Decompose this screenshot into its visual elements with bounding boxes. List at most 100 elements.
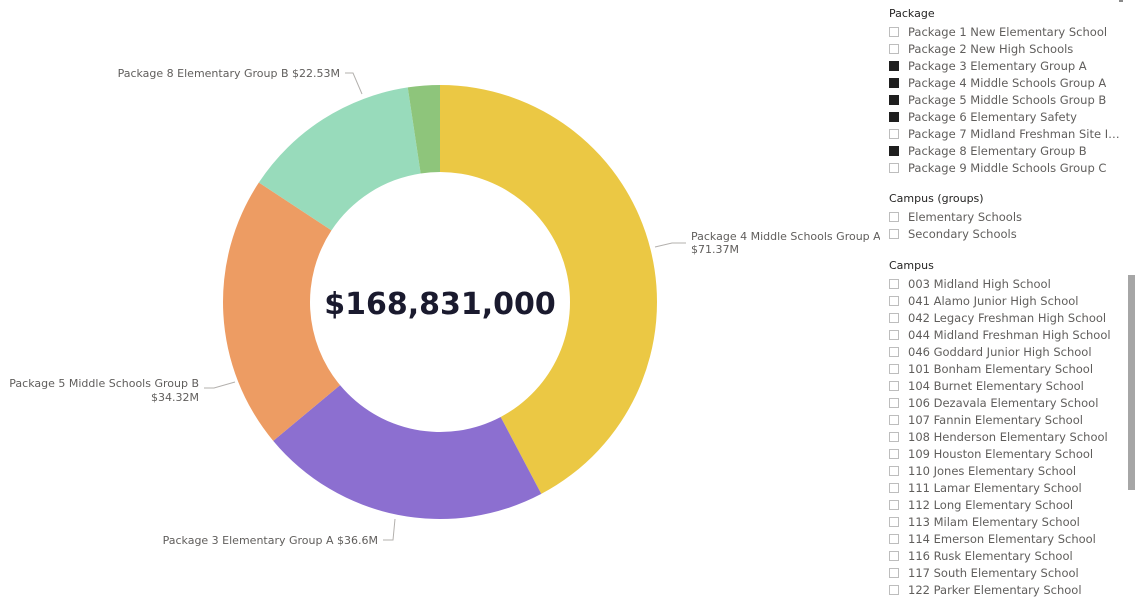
campus-scrollbar-thumb[interactable] [1128, 275, 1135, 490]
campus-slicer-list: 003 Midland High School 041 Alamo Junior … [889, 275, 1129, 608]
checkbox[interactable] [889, 346, 899, 357]
checkbox[interactable] [889, 482, 899, 493]
slicer-item-label: Package 9 Middle Schools Group C [908, 160, 1107, 175]
campus-slicer-item[interactable]: 110 Jones Elementary School [889, 462, 1129, 479]
checkbox[interactable] [889, 550, 899, 561]
checkbox[interactable] [889, 278, 899, 289]
slicer-item-label: 113 Milam Elementary School [908, 514, 1080, 529]
campus-slicer-item[interactable]: 113 Milam Elementary School [889, 513, 1129, 530]
checkbox[interactable] [889, 60, 899, 71]
campus-slicer-item[interactable]: 106 Dezavala Elementary School [889, 394, 1129, 411]
package-slicer-item[interactable]: Package 1 New Elementary School [889, 23, 1129, 40]
donut-slice-package-6-elementary-safety[interactable] [407, 85, 440, 174]
slicer-item-label: 046 Goddard Junior High School [908, 344, 1092, 359]
slicer-item-label: Elementary Schools [908, 209, 1023, 224]
checkbox[interactable] [889, 312, 899, 323]
campus-slicer-item[interactable]: 107 Fannin Elementary School [889, 411, 1129, 428]
callout-package-3: Package 3 Elementary Group A $36.6M [163, 534, 378, 547]
checkbox[interactable] [889, 363, 899, 374]
checkbox[interactable] [889, 431, 899, 442]
checkbox[interactable] [889, 43, 899, 54]
callout-name-package-4: Package 4 Middle Schools Group A [691, 230, 880, 243]
checkbox[interactable] [889, 211, 899, 222]
slicer-item-label: 107 Fannin Elementary School [908, 412, 1083, 427]
callout-line-package-8 [345, 72, 363, 95]
slicer-item-label: 111 Lamar Elementary School [908, 480, 1082, 495]
checkbox[interactable] [889, 111, 899, 122]
package-slicer-item[interactable]: Package 3 Elementary Group A [889, 57, 1129, 74]
callouts-layer: Package 4 Middle Schools Group A $71.37M… [9, 67, 880, 547]
checkbox[interactable] [889, 516, 899, 527]
donut-slice-package-8-elementary-group-b[interactable] [258, 87, 421, 231]
checkbox[interactable] [889, 567, 899, 578]
donut-slice-package-3-elementary-group-a[interactable] [273, 385, 542, 519]
package-slicer-item[interactable]: Package 5 Middle Schools Group B [889, 91, 1129, 108]
checkbox[interactable] [889, 162, 899, 173]
campus-slicer-item[interactable]: 101 Bonham Elementary School [889, 360, 1129, 377]
donut-chart: Package 4 Middle Schools Group A $71.37M… [9, 67, 880, 547]
package-slicer-item[interactable]: Package 6 Elementary Safety [889, 108, 1129, 125]
callout-line-package-3 [383, 518, 396, 541]
campus-groups-slicer-item[interactable]: Elementary Schools [889, 208, 1129, 225]
campus-slicer-item[interactable]: 114 Emerson Elementary School [889, 530, 1129, 547]
callout-value-package-4: $71.37M [691, 243, 739, 256]
package-slicer-item[interactable]: Package 2 New High Schools [889, 40, 1129, 57]
campus-slicer-item[interactable]: 108 Henderson Elementary School [889, 428, 1129, 445]
checkbox[interactable] [889, 329, 899, 340]
slicer-item-label: Secondary Schools [908, 226, 1017, 241]
checkbox[interactable] [889, 145, 899, 156]
slicer-item-label: 116 Rusk Elementary School [908, 548, 1073, 563]
campus-slicer: Campus 003 Midland High School 041 Alamo … [889, 257, 1129, 608]
slicer-item-label: 104 Burnet Elementary School [908, 378, 1084, 393]
campus-groups-slicer-item[interactable]: Secondary Schools [889, 225, 1129, 242]
campus-slicer-item[interactable]: 046 Goddard Junior High School [889, 343, 1129, 360]
checkbox[interactable] [889, 26, 899, 37]
campus-slicer-item[interactable]: 116 Rusk Elementary School [889, 547, 1129, 564]
slicer-item-label: 044 Midland Freshman High School [908, 327, 1111, 342]
package-slicer-item[interactable]: Package 8 Elementary Group B [889, 142, 1129, 159]
slicer-item-label: Package 1 New Elementary School [908, 24, 1108, 39]
slicer-item-label: Package 8 Elementary Group B [908, 143, 1087, 158]
donut-slice-package-5-middle-schools-group-b[interactable] [223, 182, 341, 441]
donut-slice-package-4-middle-schools-group-a[interactable] [440, 85, 657, 494]
checkbox[interactable] [889, 397, 899, 408]
campus-slicer-item[interactable]: 104 Burnet Elementary School [889, 377, 1129, 394]
campus-slicer-item[interactable]: 109 Houston Elementary School [889, 445, 1129, 462]
campus-slicer-item[interactable]: 044 Midland Freshman High School [889, 326, 1129, 343]
checkbox[interactable] [889, 94, 899, 105]
package-slicer-item[interactable]: Package 9 Middle Schools Group C [889, 159, 1129, 176]
campus-slicer-item[interactable]: 122 Parker Elementary School [889, 581, 1129, 598]
callout-line-package-5 [204, 381, 236, 389]
checkbox[interactable] [889, 533, 899, 544]
campus-slicer-item[interactable]: 112 Long Elementary School [889, 496, 1129, 513]
checkbox[interactable] [889, 499, 899, 510]
visual-header-tick [1119, 0, 1123, 2]
checkbox[interactable] [889, 414, 899, 425]
checkbox[interactable] [889, 228, 899, 239]
checkbox[interactable] [889, 77, 899, 88]
slicer-item-label: 106 Dezavala Elementary School [908, 395, 1099, 410]
slicer-item-label: 041 Alamo Junior High School [908, 293, 1079, 308]
package-slicer-item[interactable]: Package 4 Middle Schools Group A [889, 74, 1129, 91]
slicer-item-label: 108 Henderson Elementary School [908, 429, 1108, 444]
campus-slicer-item[interactable]: 117 South Elementary School [889, 564, 1129, 581]
campus-slicer-item[interactable]: 003 Midland High School [889, 275, 1129, 292]
checkbox[interactable] [889, 448, 899, 459]
campus-slicer-item[interactable]: 042 Legacy Freshman High School [889, 309, 1129, 326]
campus-groups-slicer-list: Elementary Schools Secondary Schools [889, 208, 1129, 242]
donut-chart-visual: Package 4 Middle Schools Group A $71.37M… [9, 67, 880, 547]
donut-total-label: $168,831,000 [324, 287, 556, 322]
slicer-item-label: Package 2 New High Schools [908, 41, 1074, 56]
package-slicer-item[interactable]: Package 7 Midland Freshman Site Impro... [889, 125, 1129, 142]
campus-groups-slicer-title: Campus (groups) [889, 192, 984, 205]
campus-slicer-item[interactable]: 041 Alamo Junior High School [889, 292, 1129, 309]
checkbox[interactable] [889, 128, 899, 139]
slicer-item-label: Package 4 Middle Schools Group A [908, 75, 1107, 90]
checkbox[interactable] [889, 465, 899, 476]
slicer-item-label: Package 3 Elementary Group A [908, 58, 1087, 73]
checkbox[interactable] [889, 380, 899, 391]
campus-slicer-item[interactable]: 111 Lamar Elementary School [889, 479, 1129, 496]
checkbox[interactable] [889, 295, 899, 306]
callout-package-8: Package 8 Elementary Group B $22.53M [118, 67, 340, 80]
checkbox[interactable] [889, 584, 899, 595]
